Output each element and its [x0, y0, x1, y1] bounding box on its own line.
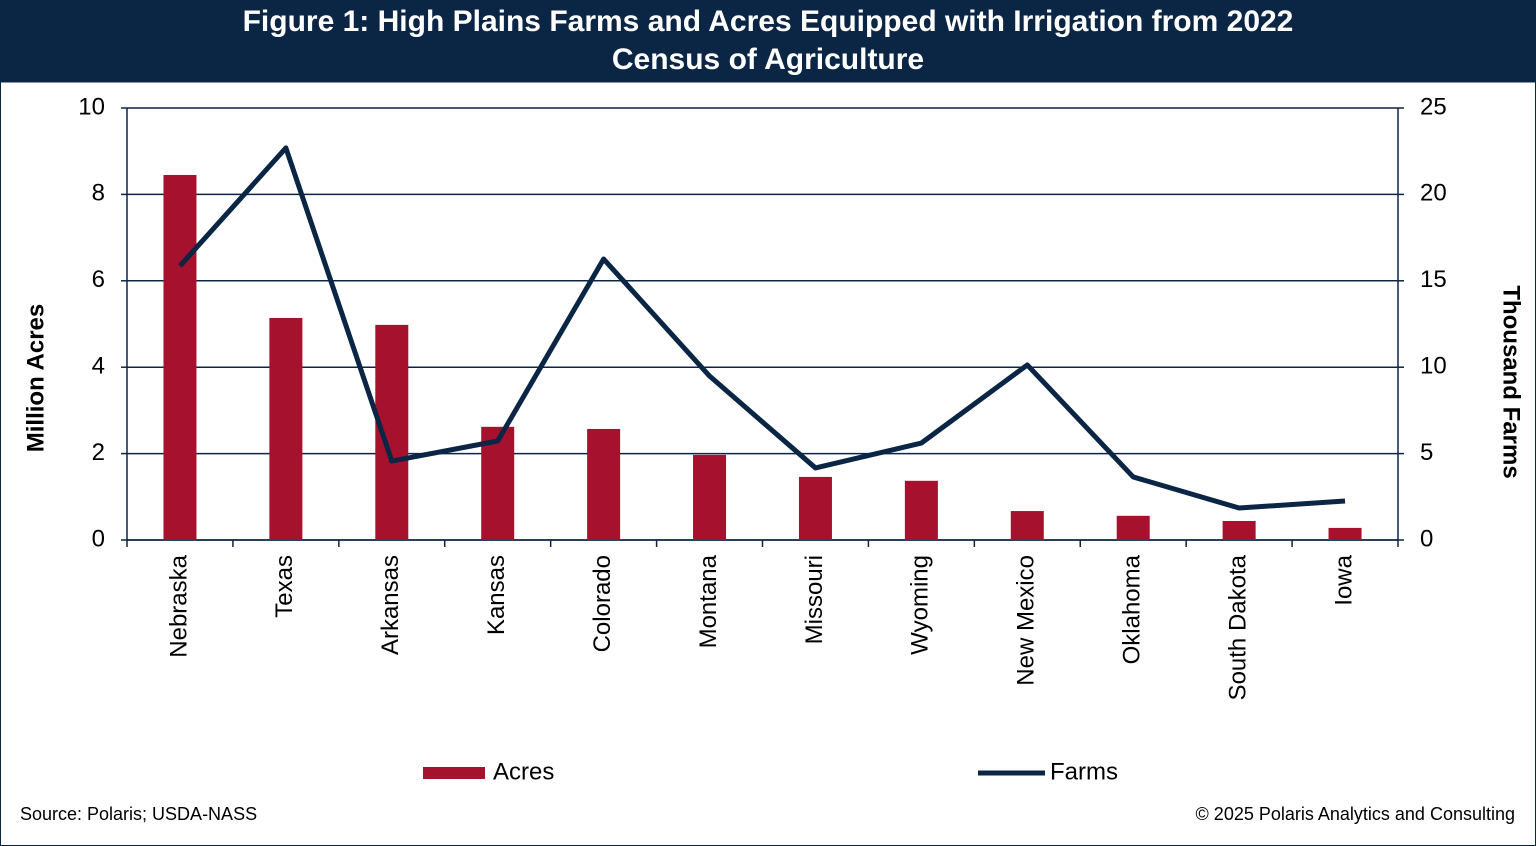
y-tick-label: 10: [78, 93, 105, 120]
x-tick-label: Missouri: [801, 555, 828, 644]
legend-swatch: [423, 767, 485, 779]
x-tick-label: Texas: [271, 555, 298, 618]
x-tick-label: Oklahoma: [1119, 554, 1146, 664]
bar: [481, 426, 515, 540]
x-tick-label: South Dakota: [1224, 554, 1251, 700]
x-tick-label: Montana: [695, 554, 722, 648]
y-tick-label: 8: [92, 180, 105, 207]
x-tick-label: Colorado: [589, 555, 616, 652]
header: Figure 1: High Plains Farms and Acres Eq…: [0, 0, 1536, 82]
y-tick-label: 2: [92, 439, 105, 466]
y-tick-label: 4: [92, 353, 105, 380]
chart-title: Figure 1: High Plains Farms and Acres Eq…: [242, 5, 1294, 76]
y2-tick-label: 0: [1420, 525, 1433, 552]
bar: [163, 174, 197, 540]
x-tick-label: Nebraska: [165, 554, 192, 657]
x-tick-label: Iowa: [1330, 554, 1357, 605]
bar: [1010, 511, 1044, 540]
bar: [269, 317, 303, 540]
legend-label: Acres: [493, 758, 554, 785]
bar: [587, 428, 621, 540]
bar: [1328, 527, 1362, 540]
y2-tick-label: 10: [1420, 353, 1447, 380]
bar: [1116, 515, 1150, 540]
y2-axis-title: Thousand Farms: [1498, 285, 1525, 478]
copyright: © 2025 Polaris Analytics and Consulting: [1196, 804, 1515, 824]
y2-tick-label: 25: [1420, 93, 1447, 120]
x-tick-label: Kansas: [483, 555, 510, 635]
y-tick-label: 0: [92, 525, 105, 552]
x-tick-label: Wyoming: [907, 555, 934, 655]
source: Source: Polaris; USDA-NASS: [20, 804, 257, 824]
y2-tick-label: 20: [1420, 180, 1447, 207]
x-tick-label: Arkansas: [377, 555, 404, 655]
y-tick-label: 6: [92, 266, 105, 293]
frame: [0, 81, 1536, 846]
y-axis-title: Million Acres: [22, 304, 49, 452]
legend-label: Farms: [1050, 758, 1118, 785]
y2-tick-label: 15: [1420, 266, 1447, 293]
bar: [1222, 520, 1256, 540]
bar: [693, 454, 727, 540]
bar: [904, 480, 938, 540]
bar: [798, 476, 832, 540]
x-tick-label: New Mexico: [1013, 555, 1040, 686]
y2-tick-label: 5: [1420, 439, 1433, 466]
line: [178, 145, 1346, 511]
